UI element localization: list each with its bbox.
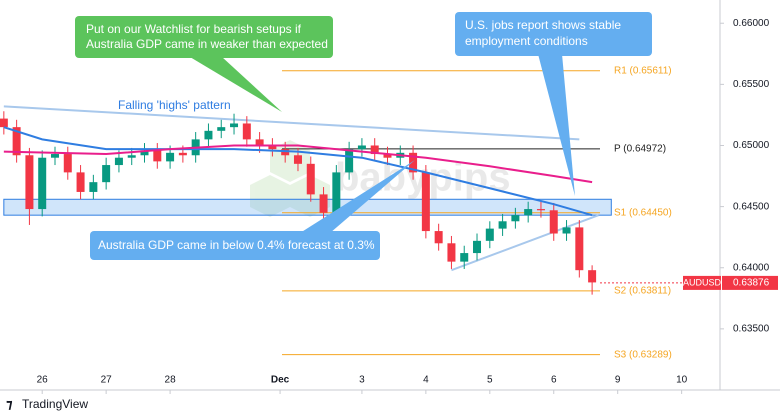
callout-text: Australia GDP came in weaker than expect… (86, 37, 328, 51)
candle-body (524, 209, 533, 216)
candle-body (332, 172, 341, 213)
x-tick-label: 10 (676, 375, 688, 386)
callout-text: Put on our Watchlist for bearish setups … (86, 22, 302, 36)
candle-body (166, 152, 175, 162)
x-tick-label: 4 (423, 375, 429, 386)
pivot-label: P (0.64972) (614, 144, 666, 155)
symbol-label: AUDUSD (683, 277, 722, 287)
price-tag (722, 275, 778, 290)
pivot-label: S2 (0.63811) (614, 285, 671, 296)
candle-body (306, 163, 315, 195)
candle-body (38, 157, 47, 210)
x-tick-label: 27 (101, 375, 113, 386)
x-tick-label: 26 (37, 375, 49, 386)
callout-text: Australia GDP came in below 0.4% forecas… (98, 238, 375, 252)
candle-body (498, 221, 507, 229)
plot-area: R1 (0.65611) P (0.64972) S1 (0.64450) S2 (0… (0, 65, 672, 360)
candle-body (230, 123, 239, 128)
candle-body (434, 231, 443, 244)
y-tick-label: 0.65500 (733, 79, 770, 90)
candle-body (268, 145, 277, 150)
candle-body (370, 145, 379, 155)
candle-body (140, 150, 149, 156)
candle-body (460, 253, 469, 262)
callout-pointer (300, 160, 415, 233)
candle-body (153, 150, 162, 162)
callout-green: Put on our Watchlist for bearish setups … (75, 16, 333, 112)
support-zone (3, 198, 612, 216)
candle-body (357, 145, 366, 150)
pivot-label: S3 (0.63289) (614, 349, 672, 360)
trendline (451, 214, 599, 272)
candle-body (549, 210, 558, 234)
candle-body (204, 130, 213, 140)
x-tick-label: 5 (487, 375, 493, 386)
callout-box (455, 12, 652, 56)
pattern-label: Falling 'highs' pattern (118, 98, 231, 112)
footer: ⁊ TradingView (6, 396, 88, 411)
candle-body (114, 157, 123, 166)
logo-hex (250, 175, 290, 217)
candle-body (293, 155, 302, 164)
moving-average (3, 126, 593, 217)
candle-body (409, 152, 418, 173)
trendline (3, 105, 580, 141)
candle-body (178, 152, 187, 156)
candle-body (562, 227, 571, 234)
symbol-tag (683, 275, 721, 290)
candle-body (50, 154, 59, 158)
candle-body (76, 172, 85, 192)
candle-body (102, 165, 111, 183)
candle-body (575, 227, 584, 271)
price-label: 0.63876 (733, 278, 770, 289)
x-tick-label: 3 (359, 375, 365, 386)
candle-body (127, 155, 136, 158)
callout-pointer (538, 54, 575, 196)
logo-mark: ⁊ (6, 396, 13, 411)
x-tick-label: 6 (551, 375, 557, 386)
pivot-label: R1 (0.65611) (614, 65, 672, 76)
callout-box (75, 16, 333, 58)
candle-body (217, 127, 226, 131)
candle-body (319, 194, 328, 213)
x-tick-label: Dec (271, 375, 290, 386)
candle-body (485, 228, 494, 241)
candle-body (473, 240, 482, 254)
candle-body (536, 209, 545, 211)
callout-blue-mid: Australia GDP came in below 0.4% forecas… (90, 160, 415, 260)
candle-body (588, 270, 597, 283)
candle-body (511, 215, 520, 222)
candle-body (89, 182, 98, 192)
x-tick-label: 9 (615, 375, 621, 386)
y-tick-label: 0.65000 (733, 140, 770, 151)
callout-pointer (190, 57, 282, 112)
candle-body (242, 123, 251, 140)
candle-body (421, 172, 430, 232)
y-tick-label: 0.66000 (733, 18, 770, 29)
y-tick-label: 0.63500 (733, 324, 770, 335)
y-tick-label: 0.64500 (733, 201, 770, 212)
callout-box (90, 231, 380, 260)
candle-body (383, 154, 392, 158)
candle-body (12, 127, 21, 156)
candle-body (255, 139, 264, 146)
footer-text: TradingView (22, 397, 88, 411)
candle-body (63, 154, 72, 173)
callout-text: U.S. jobs report shows stable (465, 18, 621, 32)
callout-text: employment conditions (465, 34, 588, 48)
candle-body (345, 149, 354, 173)
candle-body (281, 149, 290, 156)
moving-average (3, 144, 593, 184)
candle-body (447, 243, 456, 262)
pivot-label: S1 (0.64450) (614, 207, 672, 218)
y-tick-label: 0.64000 (733, 262, 770, 273)
x-tick-label: 28 (165, 375, 177, 386)
candle-body (0, 118, 8, 128)
candle-body (25, 155, 34, 210)
callout-blue-top: U.S. jobs report shows stable employment… (455, 12, 652, 196)
